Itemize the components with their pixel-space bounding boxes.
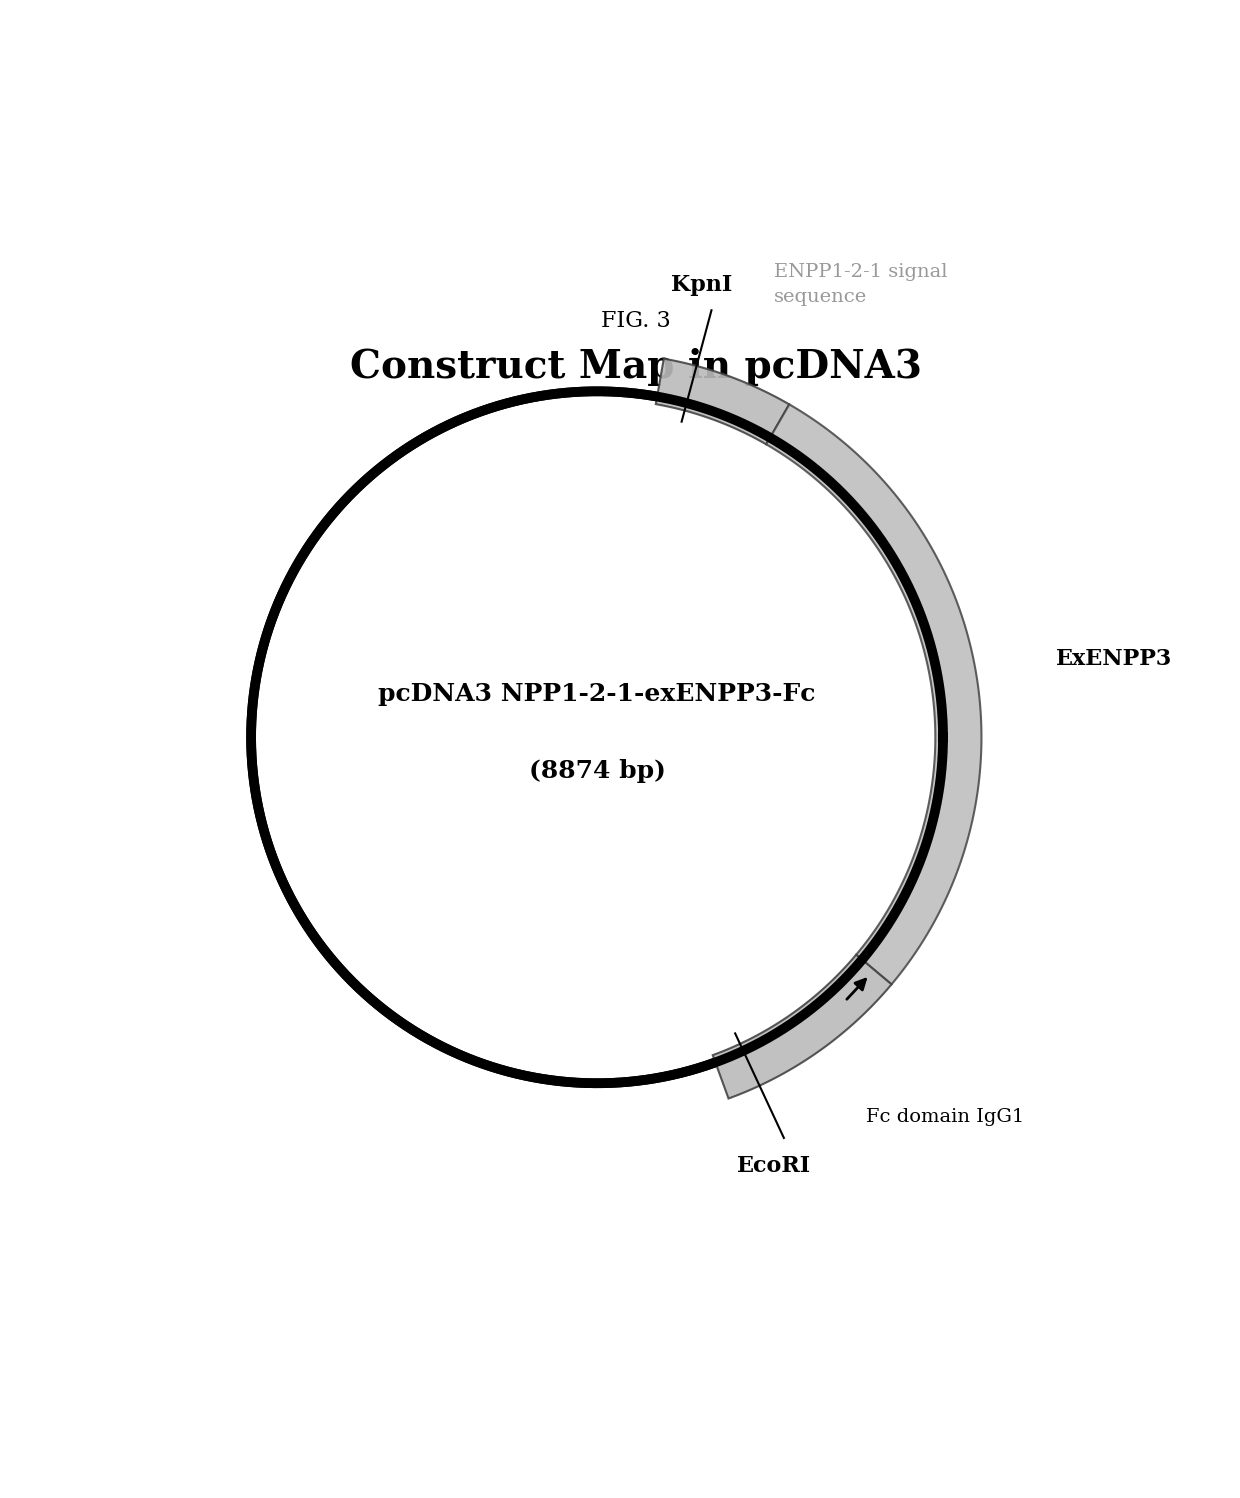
Text: KpnI: KpnI xyxy=(671,274,733,297)
Text: ENPP1-2-1 signal
sequence: ENPP1-2-1 signal sequence xyxy=(774,264,947,306)
Text: FIG. 3: FIG. 3 xyxy=(600,310,671,331)
Polygon shape xyxy=(656,358,789,445)
Text: (8874 bp): (8874 bp) xyxy=(528,759,666,783)
Text: Fc domain IgG1: Fc domain IgG1 xyxy=(866,1109,1024,1126)
Text: pcDNA3 NPP1-2-1-exENPP3-Fc: pcDNA3 NPP1-2-1-exENPP3-Fc xyxy=(378,682,816,706)
Text: EcoRI: EcoRI xyxy=(738,1155,811,1177)
Text: ExENPP3: ExENPP3 xyxy=(1056,647,1173,670)
Polygon shape xyxy=(713,954,892,1098)
Polygon shape xyxy=(766,404,981,984)
Text: Construct Map in pcDNA3: Construct Map in pcDNA3 xyxy=(350,348,921,386)
